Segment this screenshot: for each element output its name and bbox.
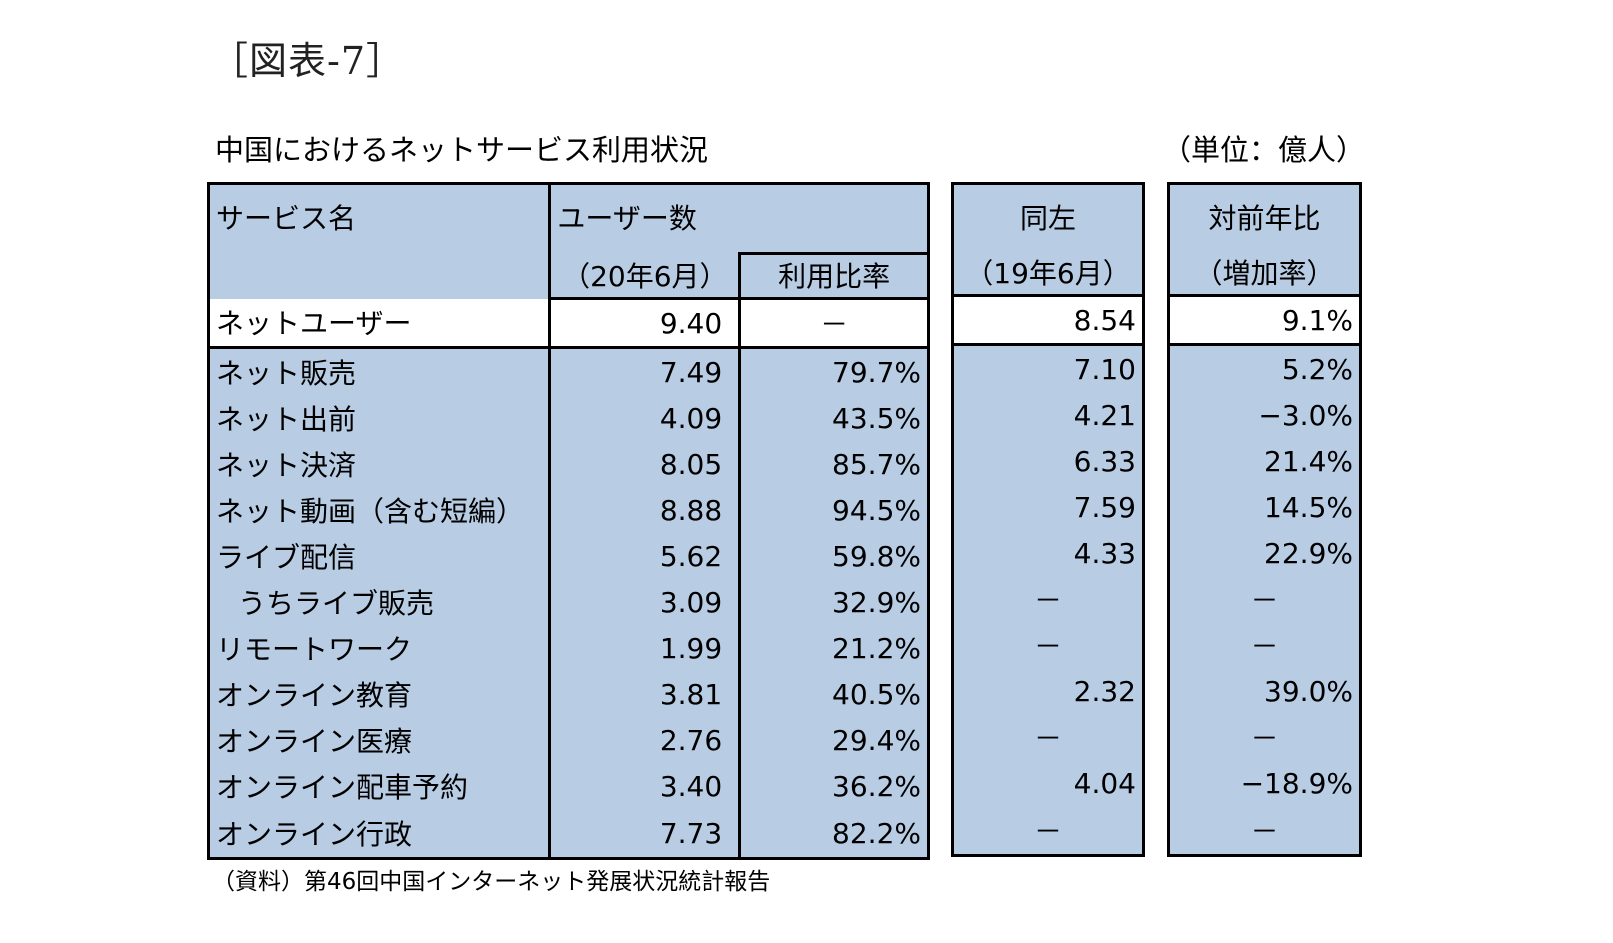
row-users: 1.99 <box>549 625 742 671</box>
table-row: ネット出前 4.09 43.5% <box>208 395 929 441</box>
row-rate: 59.8% <box>832 539 921 573</box>
header-prev-period: （19年6月） <box>952 252 1144 297</box>
table-row: ライブ配信 5.62 59.8% <box>208 533 929 579</box>
header-usage-rate: 利用比率 <box>738 252 929 300</box>
row-users: 4.09 <box>549 395 742 441</box>
row-yoy: −18.9% <box>1240 766 1353 800</box>
row-prev: 4.33 <box>1073 536 1136 570</box>
table-row: オンライン配車予約 3.40 36.2% <box>208 763 929 809</box>
row-name: ライブ配信 <box>208 533 552 579</box>
row-name: オンライン行政 <box>208 809 552 859</box>
row-rate: 29.4% <box>832 723 921 757</box>
table-row: ネット動画（含む短編） 8.88 94.5% <box>208 487 929 533</box>
row-users: 9.40 <box>549 298 742 349</box>
row-prev: 4.21 <box>1073 398 1136 432</box>
row-rate: 43.5% <box>832 401 921 435</box>
row-name: ネット出前 <box>208 395 552 441</box>
row-yoy: 14.5% <box>1264 490 1353 524</box>
row-rate: 82.2% <box>832 816 921 850</box>
table-row: ネットユーザー 9.40 － <box>208 298 929 349</box>
header-users-period: （20年6月） <box>549 253 740 300</box>
row-users: 3.81 <box>549 671 742 717</box>
main-table: サービス名 ユーザー数 （20年6月） 利用比率 ネットユーザー 9.40 － … <box>207 182 930 860</box>
row-users: 5.62 <box>549 533 742 579</box>
row-rate: 85.7% <box>832 447 921 481</box>
row-rate: 21.2% <box>832 631 921 665</box>
row-yoy: −3.0% <box>1258 398 1353 432</box>
header-prev: 同左 <box>1019 202 1076 235</box>
row-yoy: 9.1% <box>1168 295 1361 346</box>
table-title: 中国におけるネットサービス利用状況 <box>215 133 709 167</box>
row-yoy: － <box>1250 815 1279 848</box>
row-users: 7.49 <box>549 347 742 395</box>
row-prev: － <box>1033 722 1062 755</box>
row-users: 8.05 <box>549 441 742 487</box>
table-row: うちライブ販売 3.09 32.9% <box>208 579 929 625</box>
row-users: 3.09 <box>549 579 742 625</box>
figure-label: ［図表-7］ <box>210 39 406 83</box>
table-row: オンライン教育 3.81 40.5% <box>208 671 929 717</box>
yoy-table: 対前年比 （増加率） 9.1% 5.2% −3.0% 21.4% 14.5% 2… <box>1167 182 1362 857</box>
header-users: ユーザー数 <box>557 202 697 235</box>
table-row: ネット決済 8.05 85.7% <box>208 441 929 487</box>
row-name: ネットユーザー <box>208 298 552 349</box>
row-users: 7.73 <box>549 809 742 859</box>
row-users: 3.40 <box>549 763 742 809</box>
table-row: リモートワーク 1.99 21.2% <box>208 625 929 671</box>
row-yoy: 21.4% <box>1264 444 1353 478</box>
row-rate: 36.2% <box>832 769 921 803</box>
row-users: 8.88 <box>549 487 742 533</box>
row-name: オンライン医療 <box>208 717 552 763</box>
row-prev: 4.04 <box>1073 766 1136 800</box>
row-prev: － <box>1033 815 1062 848</box>
row-yoy: 22.9% <box>1264 536 1353 570</box>
source-note: （資料）第46回中国インターネット発展状況統計報告 <box>212 869 771 895</box>
row-yoy: 5.2% <box>1281 352 1353 386</box>
row-name: ネット決済 <box>208 441 552 487</box>
row-yoy: － <box>1250 584 1279 617</box>
header-service: サービス名 <box>208 183 552 299</box>
row-users: 2.76 <box>549 717 742 763</box>
row-rate: － <box>739 298 929 349</box>
row-name: うちライブ販売 <box>208 579 552 625</box>
row-yoy: 39.0% <box>1264 674 1353 708</box>
row-prev: 8.54 <box>952 295 1144 346</box>
row-rate: 40.5% <box>832 677 921 711</box>
header-yoy: 対前年比 <box>1208 202 1321 235</box>
table-row: ネット販売 7.49 79.7% <box>208 347 929 395</box>
row-yoy: － <box>1250 630 1279 663</box>
row-prev: 6.33 <box>1073 444 1136 478</box>
prev-year-table: 同左 （19年6月） 8.54 7.10 4.21 6.33 7.59 4.33… <box>951 182 1145 857</box>
row-prev: 7.59 <box>1073 490 1136 524</box>
row-name: ネット動画（含む短編） <box>208 487 552 533</box>
table-row: オンライン行政 7.73 82.2% <box>208 809 929 859</box>
row-prev: 7.10 <box>1073 352 1136 386</box>
header-yoy-sub: （増加率） <box>1168 252 1361 297</box>
row-name: オンライン配車予約 <box>208 763 552 809</box>
unit-label: （単位：億人） <box>1162 133 1366 167</box>
row-yoy: － <box>1250 722 1279 755</box>
row-prev: － <box>1033 584 1062 617</box>
row-prev: 2.32 <box>1073 674 1136 708</box>
row-prev: － <box>1033 630 1062 663</box>
row-rate: 32.9% <box>832 585 921 619</box>
table-row: オンライン医療 2.76 29.4% <box>208 717 929 763</box>
row-rate: 79.7% <box>832 355 921 389</box>
row-name: オンライン教育 <box>208 671 552 717</box>
row-name: ネット販売 <box>208 347 552 395</box>
row-name: リモートワーク <box>208 625 552 671</box>
row-rate: 94.5% <box>832 493 921 527</box>
